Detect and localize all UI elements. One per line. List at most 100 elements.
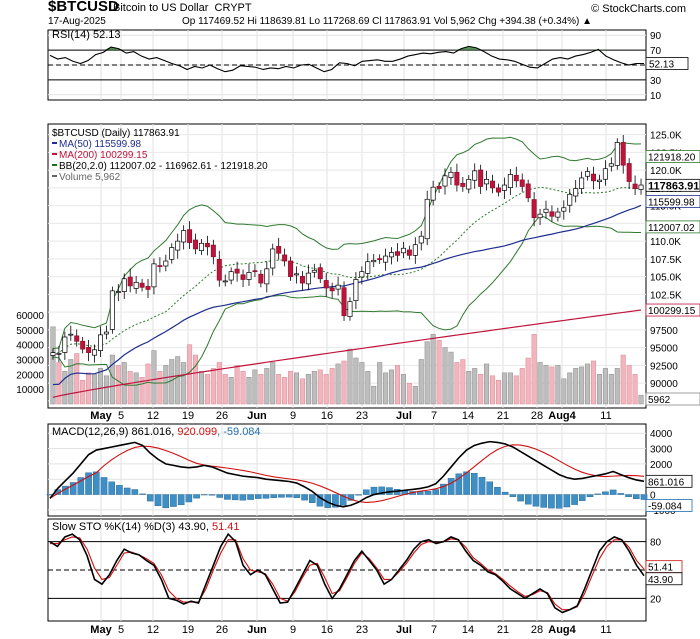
volume-bar — [608, 374, 614, 405]
volume-bar — [97, 368, 103, 405]
macd-value-tag-box — [645, 474, 693, 488]
candle-body — [591, 173, 596, 182]
candle-body — [561, 207, 567, 212]
candle-body — [531, 199, 537, 219]
price-value-tag: 121918.20 — [648, 153, 696, 164]
candle-body — [549, 211, 555, 217]
price-tick-label: 95000 — [650, 344, 678, 355]
candle-body — [56, 352, 62, 355]
macd-histogram-bar — [139, 493, 146, 495]
volume-bar — [282, 377, 288, 405]
volume-bar — [133, 372, 139, 405]
macd-histogram-bar — [532, 494, 540, 507]
volume-bar — [74, 353, 80, 405]
candle-body — [264, 268, 270, 285]
volume-bar — [531, 334, 537, 405]
candle-body — [115, 291, 121, 293]
x-axis-label-bottom: 23 — [356, 624, 368, 636]
volume-bar — [317, 369, 323, 405]
volume-bar — [596, 374, 602, 405]
candle-body — [276, 246, 282, 254]
candle-body — [98, 334, 103, 351]
volume-bar — [519, 368, 525, 405]
volume-bar — [460, 359, 466, 405]
macd-histogram-bar — [633, 494, 640, 500]
sto-value-tag-box — [645, 572, 683, 586]
volume-bar — [335, 363, 341, 405]
macd-histogram-bar — [309, 494, 316, 503]
candle-body — [133, 281, 139, 289]
candle-body — [228, 271, 234, 281]
candle-body — [198, 242, 204, 252]
volume-bar — [258, 374, 264, 405]
macd-histogram-bar — [617, 493, 625, 495]
candle-body — [169, 247, 175, 260]
candle-body — [139, 282, 145, 288]
price-value-tag-box — [645, 178, 700, 192]
candle-body — [442, 175, 448, 187]
candle-body — [127, 276, 133, 287]
volume-bar — [424, 341, 430, 405]
volume-bar — [543, 365, 549, 405]
x-axis-label-bottom: 12 — [147, 624, 159, 636]
x-axis-label: 26 — [216, 410, 228, 422]
macd-histogram-bar — [555, 494, 563, 509]
volume-bar — [347, 348, 353, 405]
volume-bar — [193, 354, 199, 405]
x-axis-label-bottom: 11 — [600, 624, 611, 636]
sto-label-part: Slow STO %K(14) %D(3) 43.90, — [52, 521, 212, 533]
candle-body — [602, 168, 608, 180]
volume-bar — [121, 362, 127, 405]
sto-value-tag: 43.90 — [648, 575, 673, 586]
price-value-tag-box — [645, 303, 700, 317]
macd-tick-label: 3000 — [650, 445, 673, 456]
macd-label: MACD(12,26,9) 861.016, 920.099, -59.084 — [52, 426, 261, 438]
volume-bar — [442, 347, 448, 405]
ma50-line — [52, 204, 642, 386]
candle-body — [151, 263, 157, 288]
volume-bar — [525, 357, 531, 405]
volume-bar — [495, 380, 501, 405]
candle-body — [495, 187, 501, 193]
x-axis-label: 9 — [290, 410, 296, 422]
rsi-value-tag: 52.13 — [649, 60, 674, 71]
candle-body — [448, 171, 454, 178]
macd-histogram-bar — [579, 494, 586, 501]
volume-bar — [175, 356, 181, 405]
candle-body — [92, 349, 98, 356]
price-value-tag: 112007.02 — [648, 223, 695, 234]
volume-bar — [62, 371, 68, 405]
macd-histogram-bar — [154, 494, 162, 506]
rsi-tick-label: 70 — [650, 46, 662, 57]
price-tick-label: 105.0K — [650, 273, 682, 284]
volume-bar — [478, 374, 484, 405]
price-value-tag-box — [645, 194, 700, 208]
volume-bar — [490, 375, 496, 405]
price-value-tag-box — [645, 392, 700, 406]
candle-body — [632, 183, 638, 189]
volume-bar — [210, 368, 216, 405]
x-axis-label-bottom: 9 — [290, 624, 296, 636]
candle-body — [484, 179, 490, 185]
candle-body — [329, 287, 335, 292]
candle-body — [519, 179, 525, 187]
candle-body — [68, 333, 74, 336]
price-value-tag: 5962 — [648, 395, 671, 406]
volume-bar — [466, 371, 472, 405]
macd-histogram-bar — [293, 494, 301, 498]
macd-histogram-bar — [85, 472, 92, 495]
macd-histogram-bar — [525, 494, 532, 505]
volume-bar — [573, 368, 579, 405]
rsi-value-tag-box — [645, 57, 689, 70]
price-value-tag: 117863.91 — [648, 180, 699, 192]
volume-bar — [436, 339, 442, 405]
macd-histogram-bar — [563, 494, 571, 508]
x-axis-label: 14 — [462, 410, 474, 422]
macd-histogram-bar — [146, 494, 154, 502]
x-axis-label-bottom: Jun — [247, 624, 267, 636]
volume-bar — [181, 362, 187, 405]
macd-histogram-bar — [517, 494, 524, 502]
x-axis-label: 12 — [147, 410, 159, 422]
macd-histogram-bar — [170, 494, 177, 507]
